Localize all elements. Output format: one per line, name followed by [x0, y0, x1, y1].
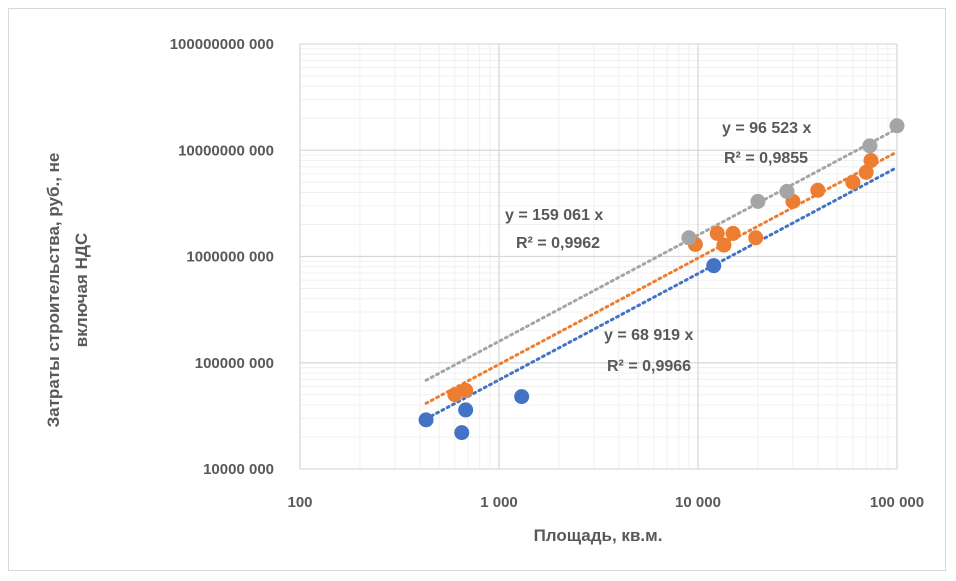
trendline-r2-orange: R² = 0,9962	[516, 235, 600, 252]
data-point-series-3	[862, 138, 878, 154]
y-tick-labels: 10000 000 100000 000 1000000 000 10000000 0…	[170, 36, 274, 478]
data-point-series-3	[681, 230, 697, 246]
data-point-series-2	[810, 182, 826, 198]
grid	[299, 43, 898, 470]
trendlines	[424, 127, 899, 421]
y-axis-title-line-1: Затраты строительства, руб., не	[44, 153, 63, 428]
data-point-series-2	[863, 153, 879, 169]
data-point-series-2	[709, 225, 725, 241]
x-axis-title: Площадь, кв.м.	[534, 526, 663, 545]
y-tick-label: 100000 000	[195, 355, 274, 372]
data-point-series-1	[514, 389, 530, 405]
data-point-series-2	[858, 164, 874, 180]
y-tick-label: 1000000 000	[186, 249, 274, 266]
data-point-series-2	[725, 225, 741, 241]
data-point-series-3	[779, 183, 795, 199]
data-point-series-3	[889, 118, 905, 134]
data-point-series-3	[750, 193, 766, 209]
y-tick-label: 10000000 000	[178, 142, 274, 159]
chart-frame	[8, 8, 946, 571]
trendline-equation-gray: y = 96 523 x	[722, 120, 812, 137]
x-tick-label: 100 000	[870, 494, 924, 511]
data-point-series-2	[458, 382, 474, 398]
data-point-series-1	[706, 258, 722, 274]
trendline-r2-blue: R² = 0,9966	[607, 358, 691, 375]
x-tick-labels: 100 1 000 10 000 100 000	[287, 494, 924, 511]
data-point-series-2	[845, 174, 861, 190]
trendline-series-1	[424, 165, 899, 421]
y-axis-title-line-2: включая НДС	[72, 233, 91, 347]
x-tick-label: 100	[287, 494, 312, 511]
data-point-series-1	[458, 402, 474, 418]
trendline-equation-orange: y = 159 061 x	[505, 207, 603, 224]
x-tick-label: 1 000	[480, 494, 518, 511]
data-point-series-1	[418, 412, 434, 428]
data-point-series-2	[748, 230, 764, 246]
trendline-r2-gray: R² = 0,9855	[724, 150, 808, 167]
trendline-series-3	[424, 127, 899, 382]
data-point-series-1	[454, 425, 470, 441]
trendline-equation-blue: y = 68 919 x	[604, 327, 694, 344]
data-point-series-2	[716, 237, 732, 253]
y-tick-label: 100000000 000	[170, 36, 274, 53]
y-tick-label: 10000 000	[203, 461, 274, 478]
data-points	[418, 118, 905, 441]
x-tick-label: 10 000	[675, 494, 721, 511]
